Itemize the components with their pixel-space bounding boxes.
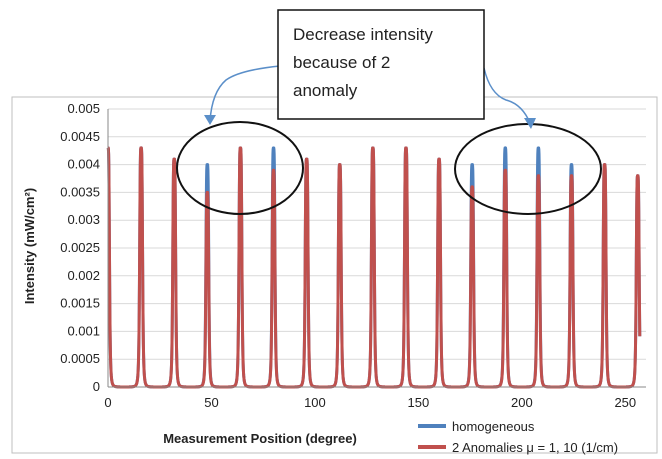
y-tick-label: 0.0005 — [60, 351, 100, 366]
x-tick-labels: 0 50 100 150 200 250 — [104, 395, 636, 410]
y-tick-label: 0.005 — [67, 101, 100, 116]
y-tick-label: 0.0025 — [60, 240, 100, 255]
annotation-callout-box — [277, 9, 485, 120]
callout-arrow-left — [209, 65, 281, 122]
annotation-callout-line-3: anomaly — [293, 81, 358, 100]
x-tick-label: 0 — [104, 395, 111, 410]
x-tick-label: 200 — [511, 395, 533, 410]
anomaly-highlight-ellipse-left — [176, 121, 304, 215]
annotation-callout-line-2: because of 2 — [293, 53, 390, 72]
callout-arrow-right-head — [524, 118, 536, 129]
callout-arrow-right — [483, 67, 531, 124]
y-tick-label: 0.003 — [67, 212, 100, 227]
legend-label-anomalies: 2 Anomalies μ = 1, 10 (1/cm) — [452, 440, 618, 455]
x-tick-label: 50 — [204, 395, 218, 410]
y-tick-label: 0 — [93, 379, 100, 394]
x-tick-label: 250 — [614, 395, 636, 410]
y-tick-label: 0.002 — [67, 268, 100, 283]
y-tick-label: 0.001 — [67, 323, 100, 338]
y-axis-title: Intensity (mW/cm²) — [22, 188, 37, 304]
y-tick-label: 0.0015 — [60, 296, 100, 311]
y-tick-label: 0.004 — [67, 157, 100, 172]
chart-frame — [11, 96, 658, 454]
x-axis-title: Measurement Position (degree) — [163, 431, 357, 446]
x-tick-label: 100 — [304, 395, 326, 410]
legend-label-homogeneous: homogeneous — [452, 419, 535, 434]
callout-arrow-left-head — [204, 115, 216, 125]
annotation-callout-line-1: Decrease intensity — [293, 25, 433, 44]
legend: homogeneous 2 Anomalies μ = 1, 10 (1/cm) — [418, 419, 618, 455]
y-tick-labels: 0 0.0005 0.001 0.0015 0.002 0.0025 0.003 0.0035… — [60, 101, 100, 394]
y-tick-label: 0.0045 — [60, 129, 100, 144]
y-tick-label: 0.0035 — [60, 184, 100, 199]
x-tick-label: 150 — [408, 395, 430, 410]
